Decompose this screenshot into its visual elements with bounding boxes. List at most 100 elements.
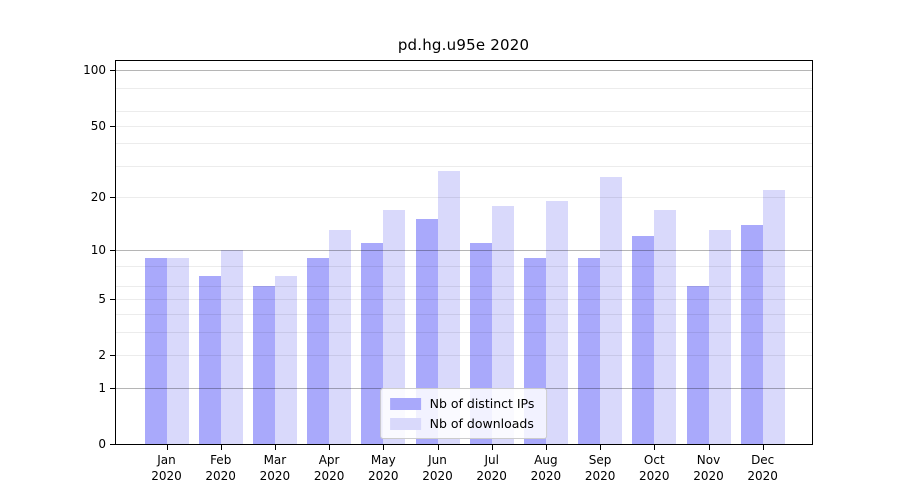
bar-distinct-ips-jan [144,257,167,444]
bar-distinct-ips-sep [578,257,601,444]
year-label: 2020 [313,469,345,483]
year-label: 2020 [259,469,291,483]
year-label: 2020 [584,469,616,483]
legend-label-downloads: Nb of downloads [429,416,534,431]
month-label: Jul [484,453,499,467]
x-tick-label-oct: Oct 2020 [624,452,684,484]
bar-distinct-ips-mar [252,286,275,444]
x-tick [383,445,385,450]
bar-distinct-ips-feb [198,275,221,444]
bar-distinct-ips-nov [686,286,709,444]
chart-title: pd.hg.u95e 2020 [397,36,530,54]
y-tick-label: 50 [90,118,106,133]
x-tick-label-jan: Jan 2020 [137,452,197,484]
bar-downloads-aug [545,201,568,444]
y-tick-label: 0 [98,437,106,451]
x-tick [329,445,331,450]
month-label: Jun [428,453,447,467]
x-tick-label-jun: Jun 2020 [408,452,468,484]
gridline-minor [115,286,812,288]
gridline-minor [115,298,812,300]
y-tick [110,126,115,127]
x-tick [600,445,602,450]
x-tick-label-mar: Mar 2020 [245,452,305,484]
gridline-minor [115,111,812,113]
y-tick-label: 10 [90,242,106,257]
y-tick [110,70,115,71]
x-tick [708,445,710,450]
x-tick [762,445,764,450]
x-tick [654,445,656,450]
x-tick-label-nov: Nov 2020 [679,452,739,484]
legend-swatch-distinct-ips [389,397,421,410]
month-label: Dec [751,453,775,467]
x-tick-label-sep: Sep 2020 [570,452,630,484]
legend-entry-downloads: Nb of downloads [389,416,535,431]
year-label: 2020 [747,469,778,483]
month-label: Oct [643,453,665,467]
month-label: Sep [588,453,612,467]
legend-swatch-downloads [389,417,421,430]
bar-downloads-jan [166,257,189,444]
year-label: 2020 [422,469,453,483]
legend: Nb of distinct IPs Nb of downloads [379,388,548,439]
bar-downloads-apr [329,230,352,444]
x-tick [545,445,547,450]
month-label: Apr [318,453,340,467]
gridline-major [115,70,812,72]
gridline-minor [115,266,812,268]
y-tick-label: 100 [83,63,106,78]
plot-area [115,60,812,444]
bar-downloads-mar [274,275,297,444]
spine-left [115,60,116,444]
bar-distinct-ips-dec [740,224,763,444]
gridline-minor [115,88,812,90]
year-label: 2020 [693,469,724,483]
legend-entry-distinct-ips: Nb of distinct IPs [389,396,535,411]
bar-distinct-ips-oct [632,236,655,444]
month-label: May [370,453,396,467]
bar-downloads-jun [437,171,460,444]
y-tick-label: 2 [98,348,106,363]
year-label: 2020 [530,469,562,483]
gridline-minor [115,313,812,315]
x-tick-label-may: May 2020 [353,452,413,484]
bar-downloads-jul [491,205,514,444]
y-tick [110,355,115,356]
bar-distinct-ips-may [361,242,384,444]
bar-downloads-sep [600,177,623,444]
x-tick [166,445,168,450]
x-tick [274,445,276,450]
y-tick-label: 20 [90,190,106,205]
bar-downloads-may [383,209,406,444]
y-tick [110,197,115,198]
year-label: 2020 [368,469,399,483]
x-tick-label-dec: Dec 2020 [733,452,793,484]
y-tick-label: 5 [98,291,106,306]
y-tick [110,444,115,445]
bar-downloads-oct [654,209,677,444]
y-tick-label: 1 [98,380,106,395]
bar-downloads-feb [220,249,243,444]
year-label: 2020 [476,469,507,483]
gridline-minor [115,125,812,127]
y-tick [110,388,115,389]
spine-bottom [115,444,813,445]
month-label: Aug [534,453,558,467]
gridline-minor [115,355,812,357]
year-label: 2020 [205,469,236,483]
legend-label-distinct-ips: Nb of distinct IPs [429,396,535,411]
year-label: 2020 [151,469,182,483]
bar-downloads-nov [708,230,731,444]
month-label: Feb [210,453,232,467]
x-tick-label-jul: Jul 2020 [462,452,522,484]
year-label: 2020 [639,469,670,483]
month-label: Mar [263,453,287,467]
gridline-minor [115,331,812,333]
x-tick-label-apr: Apr 2020 [299,452,359,484]
x-tick [437,445,439,450]
gridline-minor [115,165,812,167]
month-label: Nov [696,453,721,467]
x-tick [491,445,493,450]
